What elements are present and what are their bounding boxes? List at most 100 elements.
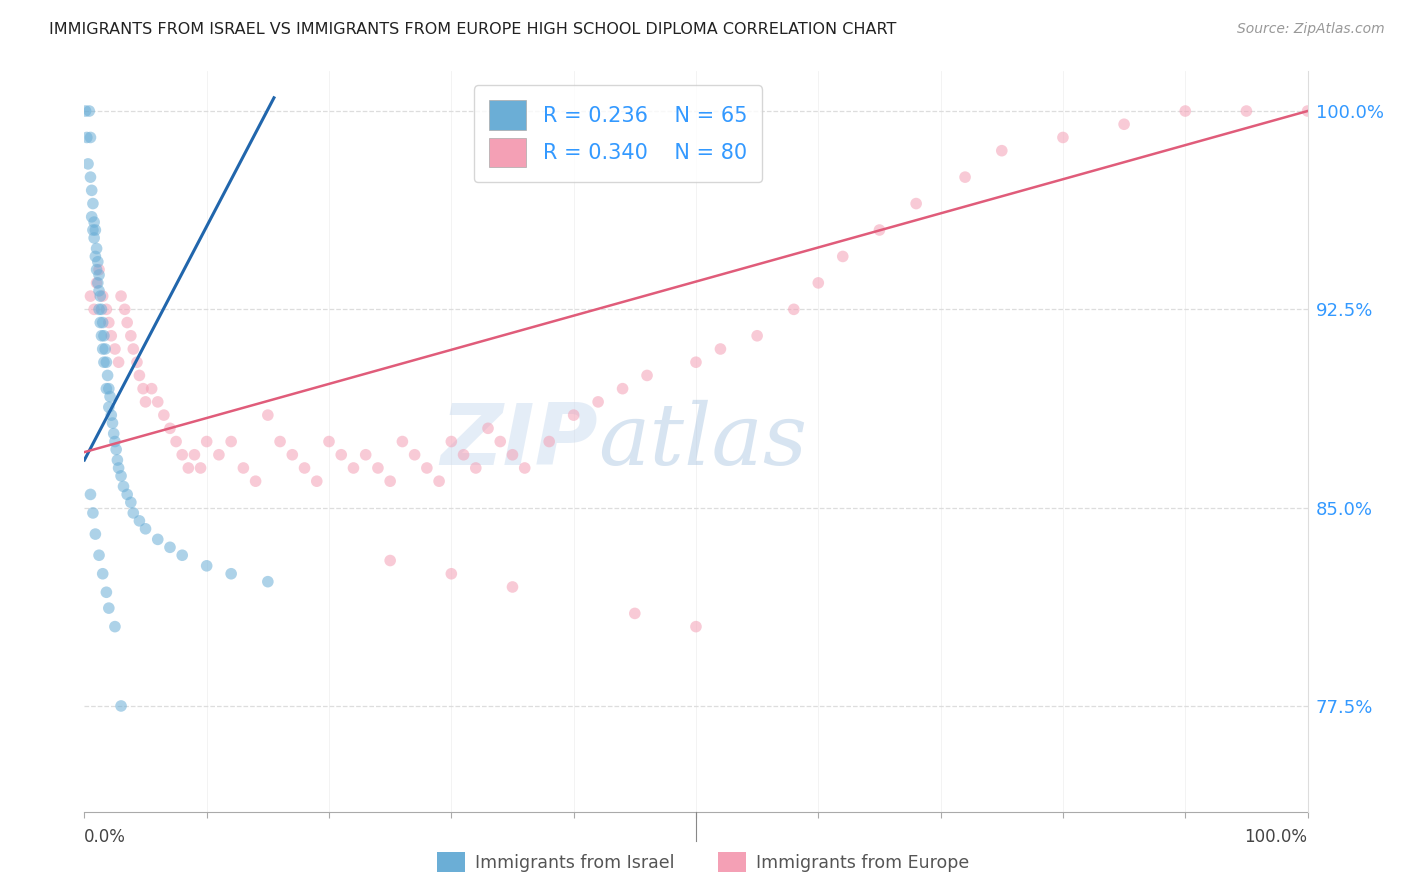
Point (330, 448, 353, 462)
Point (103, 426, 125, 441)
Point (685, 355, 707, 369)
Point (97, 601, 120, 615)
Point (82, 196, 104, 211)
Point (391, 434, 413, 449)
Point (79, 289, 101, 303)
Point (83, 302, 105, 317)
Point (416, 461, 439, 475)
Point (685, 619, 707, 633)
Point (783, 302, 806, 317)
Point (477, 421, 499, 435)
Text: IMMIGRANTS FROM ISRAEL VS IMMIGRANTS FROM EUROPE HIGH SCHOOL DIPLOMA CORRELATION: IMMIGRANTS FROM ISRAEL VS IMMIGRANTS FRO… (49, 22, 897, 37)
Point (97, 400, 120, 414)
Point (367, 461, 389, 475)
Point (1174, 103, 1197, 118)
Point (153, 408, 176, 422)
Point (91, 342, 114, 356)
Point (83, 231, 105, 245)
Legend: R = 0.236    N = 65, R = 0.340    N = 80: R = 0.236 N = 65, R = 0.340 N = 80 (474, 86, 762, 182)
Legend: Immigrants from Israel, Immigrants from Europe: Immigrants from Israel, Immigrants from … (430, 845, 976, 879)
Point (89, 316, 111, 330)
Point (115, 487, 138, 501)
Point (502, 580, 524, 594)
Point (141, 382, 163, 396)
Point (869, 223, 891, 237)
Point (86, 276, 108, 290)
Point (84, 250, 107, 264)
Point (96, 302, 118, 317)
Point (110, 469, 132, 483)
Point (502, 448, 524, 462)
Point (84, 527, 107, 541)
Point (80, 210, 103, 224)
Point (318, 434, 340, 449)
Point (100, 328, 122, 343)
Point (93, 328, 115, 343)
Point (404, 448, 426, 462)
Point (135, 395, 157, 409)
Point (747, 328, 769, 343)
Point (1236, 103, 1258, 118)
Point (79, 170, 101, 185)
Point (96, 382, 118, 396)
Point (91, 289, 114, 303)
Text: ZIP: ZIP (440, 400, 598, 483)
Point (195, 558, 218, 573)
Point (232, 461, 254, 475)
Point (87, 268, 110, 282)
Point (76, 130, 98, 145)
Point (440, 434, 463, 449)
Point (172, 448, 194, 462)
Point (97, 316, 120, 330)
Point (380, 553, 402, 567)
Point (79, 487, 101, 501)
Point (562, 408, 585, 422)
Point (97, 382, 120, 396)
Point (75, 103, 97, 118)
Point (77, 103, 100, 118)
Point (94, 342, 117, 356)
Point (128, 514, 150, 528)
Point (294, 461, 316, 475)
Point (146, 395, 169, 409)
Point (86, 242, 108, 256)
Point (624, 607, 647, 621)
Point (538, 434, 561, 449)
Point (709, 342, 731, 356)
Point (953, 170, 976, 185)
Point (104, 342, 127, 356)
Point (87, 548, 110, 562)
Point (195, 434, 218, 449)
Point (115, 316, 138, 330)
Point (159, 541, 181, 555)
Point (464, 461, 486, 475)
Point (183, 448, 205, 462)
Point (120, 495, 142, 509)
Point (257, 408, 280, 422)
Text: 100.0%: 100.0% (1244, 828, 1308, 846)
Point (257, 574, 280, 589)
Point (77, 157, 100, 171)
Point (96, 355, 118, 369)
Point (159, 421, 181, 435)
Point (132, 382, 155, 396)
Point (98, 390, 121, 404)
Point (513, 461, 536, 475)
Point (172, 548, 194, 562)
Point (104, 434, 127, 449)
Point (110, 698, 132, 713)
Point (1114, 117, 1136, 131)
Point (305, 474, 328, 488)
Point (807, 276, 830, 290)
Point (87, 284, 110, 298)
Point (120, 328, 142, 343)
Point (87, 262, 110, 277)
Point (89, 289, 111, 303)
Point (80, 183, 103, 197)
Point (90, 328, 112, 343)
Point (96, 585, 118, 599)
Point (269, 434, 291, 449)
Point (440, 566, 463, 581)
Point (83, 215, 105, 229)
Point (100, 408, 122, 422)
